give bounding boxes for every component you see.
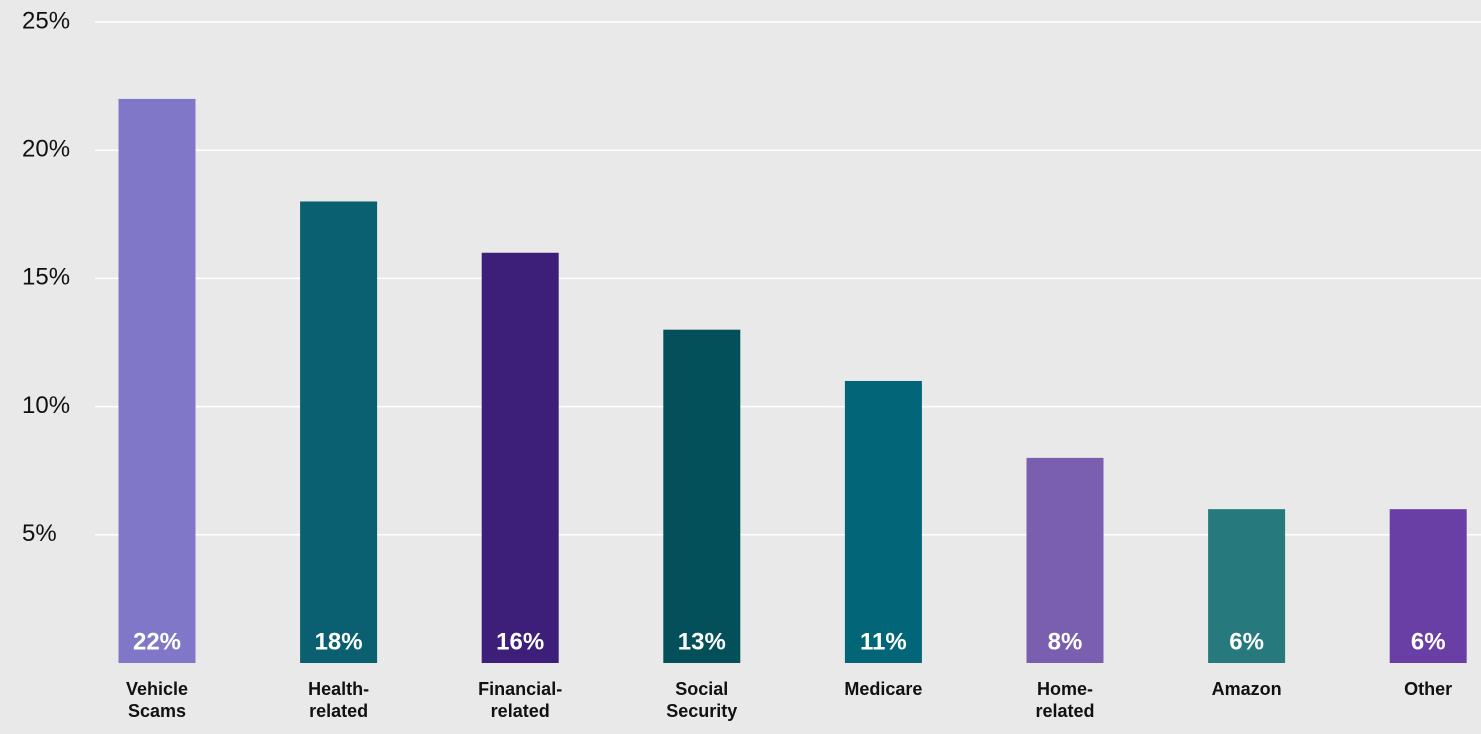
value-label: 8%	[1048, 628, 1083, 655]
x-tick-label: Financial-related	[478, 679, 563, 721]
bar	[481, 252, 559, 663]
value-label: 6%	[1411, 628, 1446, 655]
bar	[663, 329, 741, 663]
bar	[1208, 509, 1286, 663]
value-label: 22%	[133, 628, 181, 655]
x-tick-label: Amazon	[1211, 679, 1282, 699]
value-label: 11%	[860, 628, 907, 655]
x-tick-label: Other	[1404, 679, 1453, 699]
bar	[1026, 457, 1104, 663]
y-tick-label: 25%	[22, 7, 70, 34]
y-tick-label: 15%	[22, 264, 70, 291]
x-tick-label: Home-related	[1035, 679, 1095, 721]
value-label: 13%	[678, 628, 726, 655]
bar	[1389, 509, 1467, 663]
x-tick-label: Social Security	[666, 679, 738, 721]
x-tick-label: Medicare	[844, 679, 923, 699]
x-tick-label: Health-related	[308, 679, 370, 721]
value-label: 6%	[1229, 628, 1264, 655]
bar	[118, 98, 196, 664]
x-tick-label: Vehicle Scams	[125, 679, 189, 721]
bar	[844, 380, 922, 663]
y-tick-label: 5%	[22, 520, 57, 547]
y-tick-label: 10%	[22, 392, 70, 419]
y-tick-label: 20%	[22, 136, 70, 163]
bar	[300, 201, 378, 664]
value-label: 18%	[315, 628, 363, 655]
value-label: 16%	[496, 628, 544, 655]
